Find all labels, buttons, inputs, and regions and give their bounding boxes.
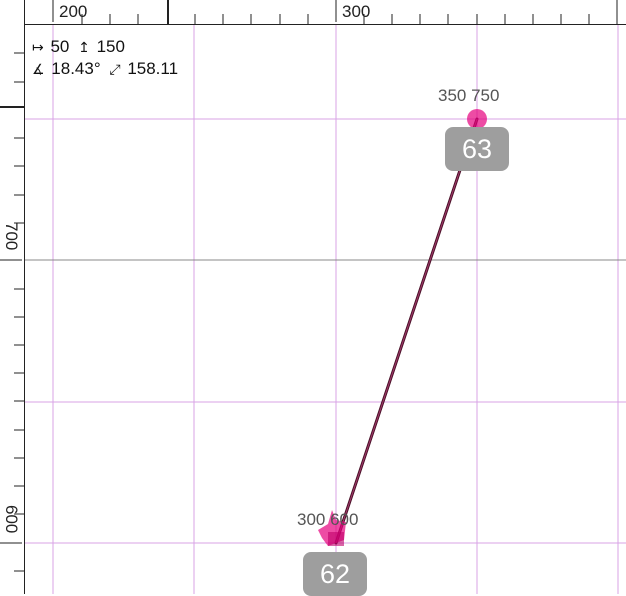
measure-line-highlight [335, 118, 478, 544]
readout-row-angle: ∡ 18.43° ⤢ 158.11 [32, 58, 178, 80]
start-point-coord-label: 300 600 [297, 510, 359, 529]
drawing-canvas[interactable] [25, 25, 626, 594]
angle-icon: ∡ [32, 61, 45, 77]
horizontal-ruler: 200 300 [0, 0, 626, 25]
length-icon: ⤢ [109, 61, 121, 77]
start-point-handle[interactable] [318, 510, 348, 546]
vertical-ruler: 700 600 [0, 0, 25, 594]
vertical-delta-value: 150 [96, 37, 125, 56]
end-point-handle[interactable] [467, 109, 487, 129]
end-point-coord-label: 350 750 [438, 86, 500, 105]
ruler-label-200: 200 [59, 2, 88, 21]
readout-row-delta: ↦ 50 ↥ 150 [32, 36, 178, 58]
vertical-delta-icon: ↥ [78, 39, 90, 55]
horizontal-delta-value: 50 [50, 37, 70, 56]
start-point-index-badge: 62 [303, 552, 367, 596]
end-point-index-badge: 63 [445, 127, 509, 171]
horizontal-ruler-ticks [52, 0, 618, 24]
ruler-label-300: 300 [342, 2, 371, 21]
ruler-label-600: 600 [2, 505, 21, 534]
ruler-label-700: 700 [2, 222, 21, 251]
angle-value: 18.43° [51, 59, 101, 78]
measurement-readout: ↦ 50 ↥ 150 ∡ 18.43° ⤢ 158.11 [32, 36, 178, 80]
vertical-ruler-ticks [0, 52, 24, 572]
length-value: 158.11 [127, 59, 179, 78]
horizontal-delta-icon: ↦ [32, 39, 44, 55]
